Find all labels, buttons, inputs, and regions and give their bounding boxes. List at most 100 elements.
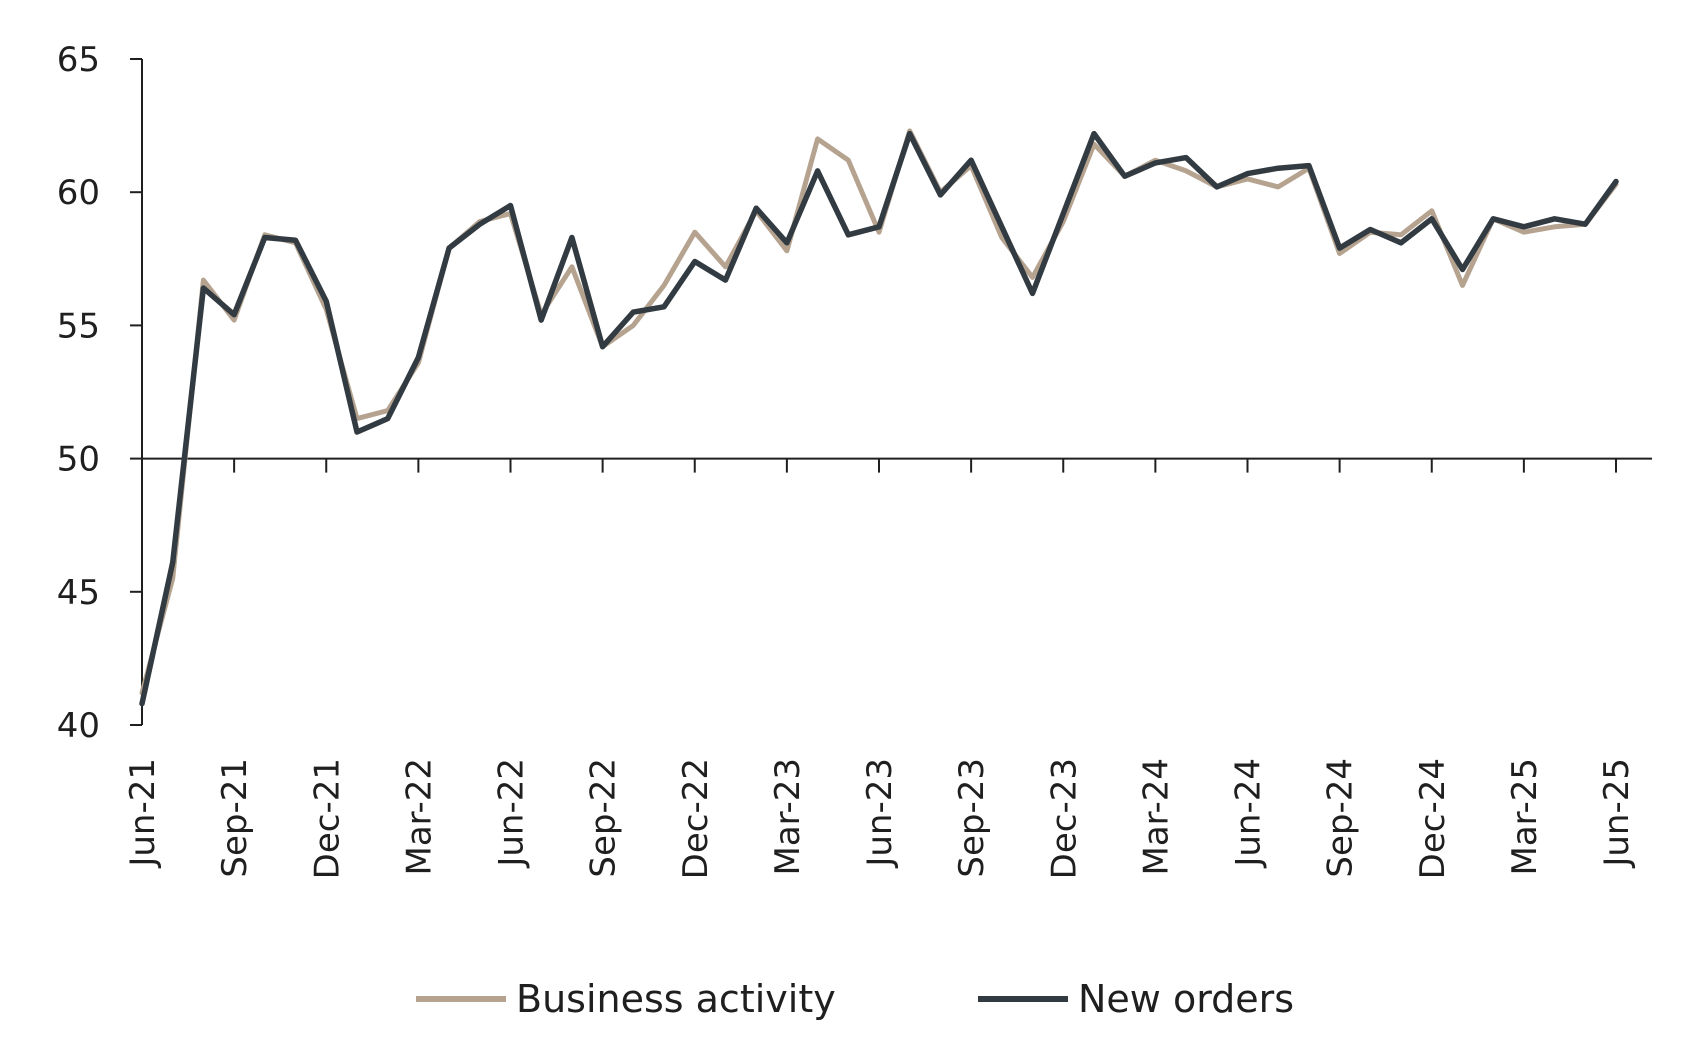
x-tick-label: Mar-24 [1136, 758, 1176, 876]
data-point [970, 159, 972, 161]
data-point [448, 247, 450, 249]
data-point [1185, 170, 1187, 172]
data-point [1001, 226, 1003, 228]
x-tick-label: Mar-23 [768, 758, 808, 876]
data-point [663, 306, 665, 308]
data-point [1032, 276, 1033, 278]
y-tick-label: 45 [57, 573, 100, 613]
x-tick-label: Sep-24 [1321, 758, 1361, 878]
data-point [786, 242, 788, 244]
data-point [202, 279, 204, 281]
legend-label: New orders [1078, 977, 1294, 1021]
data-point [602, 346, 604, 348]
data-point [1247, 173, 1248, 175]
data-point [847, 234, 849, 236]
data-point [356, 418, 358, 420]
data-point [1492, 218, 1494, 220]
x-tick-label: Sep-23 [952, 758, 992, 878]
data-point [264, 237, 266, 238]
data-point [233, 314, 235, 316]
data-point [417, 356, 419, 358]
data-point [141, 703, 143, 705]
data-point [694, 231, 696, 233]
data-point [1369, 229, 1371, 230]
data-point [387, 410, 389, 412]
data-point [1277, 167, 1279, 169]
data-point [1247, 178, 1248, 180]
series-new-orders [139, 130, 1619, 707]
data-point [1032, 292, 1033, 294]
data-point [1400, 234, 1402, 236]
y-tick-label: 60 [57, 173, 100, 213]
x-tick-label: Dec-21 [307, 758, 347, 879]
x-tick-label: Dec-22 [676, 758, 716, 879]
data-point [694, 261, 696, 262]
data-point [1277, 186, 1279, 188]
data-point [172, 562, 174, 563]
data-point [1400, 242, 1402, 244]
data-point [1308, 165, 1310, 167]
data-point [1093, 133, 1095, 135]
x-tick-label: Jun-23 [860, 758, 900, 869]
data-point [356, 431, 358, 433]
series-business-activity [139, 128, 1619, 696]
data-point [786, 250, 788, 252]
data-point [1523, 226, 1525, 228]
data-point [847, 159, 849, 161]
x-tick-label: Mar-22 [399, 758, 439, 876]
x-tick-label: Jun-24 [1229, 758, 1269, 869]
data-point [172, 578, 174, 579]
data-point [1093, 143, 1095, 145]
x-tick-label: Dec-23 [1044, 758, 1084, 879]
data-point [632, 311, 634, 313]
data-point [540, 319, 542, 321]
y-tick-label: 55 [57, 306, 100, 346]
data-point [479, 223, 481, 225]
x-tick-label: Jun-21 [123, 758, 163, 869]
data-point [571, 266, 573, 268]
x-tick-label: Sep-22 [584, 758, 624, 878]
data-point [1154, 162, 1156, 164]
y-tick-label: 65 [57, 40, 100, 80]
data-point [1523, 231, 1525, 233]
data-point [878, 231, 880, 233]
data-point [725, 279, 726, 281]
data-point [510, 205, 511, 206]
data-point [1431, 210, 1433, 212]
data-point [817, 170, 819, 172]
data-point [817, 138, 819, 140]
x-tick-label: Jun-22 [492, 758, 532, 869]
data-point [878, 226, 880, 228]
data-point [295, 239, 296, 241]
data-point [939, 194, 941, 196]
data-point [1615, 181, 1617, 182]
data-point [233, 319, 235, 321]
x-tick-label: Jun-25 [1597, 758, 1637, 869]
x-tick-label: Mar-25 [1505, 758, 1545, 876]
data-point [1431, 218, 1433, 220]
data-point [1339, 253, 1341, 254]
data-point [1001, 237, 1003, 238]
legend-label: Business activity [516, 977, 836, 1021]
data-point [1584, 223, 1586, 225]
data-point [663, 284, 665, 286]
series-line [139, 128, 1619, 696]
legend-item: Business activity [416, 977, 836, 1021]
data-point [725, 266, 726, 268]
data-point [571, 237, 573, 238]
x-axis: Jun-21 Sep-21 Dec-21 Mar-22 Jun-22 Sep-22 Dec-… [123, 457, 1652, 879]
data-point [1185, 157, 1187, 159]
y-axis: 40 45 50 55 60 65 [57, 40, 143, 746]
series-layer [139, 128, 1619, 707]
data-point [202, 287, 204, 289]
y-tick-label: 40 [57, 706, 100, 746]
data-point [1554, 226, 1556, 228]
data-point [1339, 247, 1341, 249]
y-tick-label: 50 [57, 440, 100, 480]
x-tick-label: Dec-24 [1413, 758, 1453, 879]
data-point [1062, 213, 1064, 214]
data-point [909, 133, 911, 135]
data-point [1216, 186, 1218, 188]
data-point [1462, 269, 1463, 270]
